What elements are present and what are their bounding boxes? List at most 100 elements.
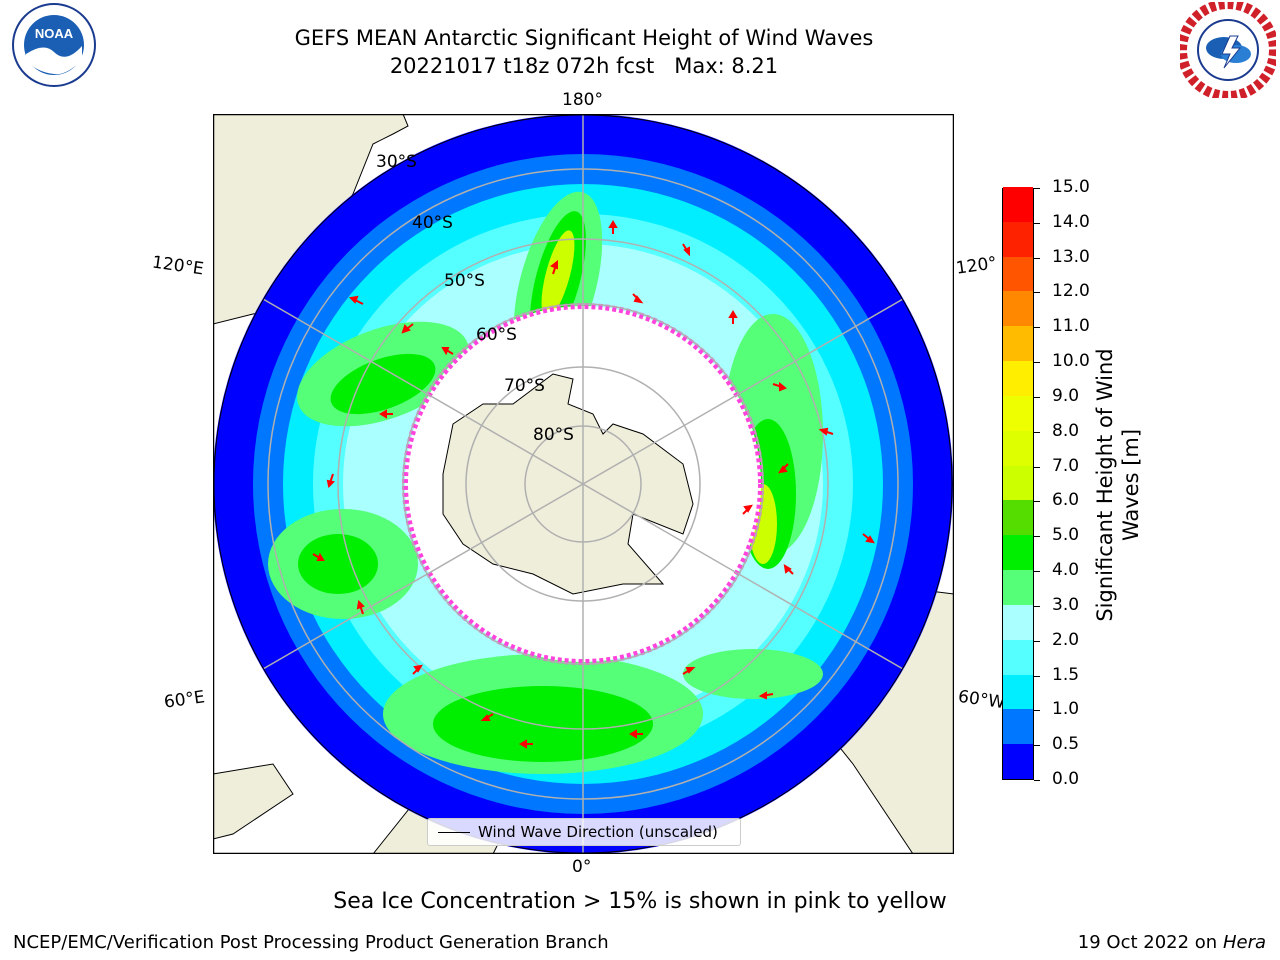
- arrow: [772, 381, 787, 392]
- arrow: [519, 739, 533, 749]
- footer-organization: NCEP/EMC/Verification Post Processing Pr…: [13, 932, 609, 953]
- lat-label-70s: 70°S: [504, 376, 545, 396]
- colorbar-tick: [1034, 431, 1040, 433]
- colorbar-tick: [1034, 327, 1040, 329]
- colorbar-segment: [1003, 186, 1033, 222]
- map-legend: Wind Wave Direction (unscaled): [427, 818, 741, 846]
- colorbar: [1002, 186, 1034, 780]
- lat-label-50s: 50°S: [444, 271, 485, 291]
- colorbar-tick: [1034, 222, 1040, 224]
- colorbar-segment: [1003, 430, 1033, 466]
- arrow: [728, 310, 738, 324]
- colorbar-tick-label: 0.0: [1052, 769, 1080, 789]
- colorbar-segment: [1003, 395, 1033, 431]
- colorbar-segment: [1003, 674, 1033, 710]
- colorbar-tick: [1034, 501, 1040, 503]
- national-weather-service-logo: [1180, 2, 1276, 98]
- lon-label-60w: 60°W: [956, 686, 1007, 714]
- legend-label: Wind Wave Direction (unscaled): [478, 823, 718, 841]
- arrow: [682, 243, 690, 257]
- noaa-logo: NOAA: [12, 3, 96, 87]
- footer-machine: Hera: [1222, 932, 1266, 953]
- colorbar-tick: [1034, 188, 1040, 189]
- arrow: [742, 504, 753, 515]
- colorbar-segment: [1003, 639, 1033, 675]
- colorbar-tick: [1034, 362, 1040, 364]
- colorbar-tick-label: 9.0: [1052, 385, 1080, 406]
- colorbar-tick-label: 2.0: [1052, 629, 1080, 650]
- lon-label-180: 180°: [562, 90, 603, 110]
- colorbar-tick-label: 7.0: [1052, 455, 1080, 476]
- arrow: [312, 552, 325, 561]
- colorbar-label-line2: Waves [m]: [1119, 428, 1143, 542]
- colorbar-tick: [1034, 605, 1040, 607]
- colorbar-segment: [1003, 290, 1033, 327]
- colorbar-tick-label: 15.0: [1052, 177, 1090, 197]
- colorbar-tick: [1034, 292, 1040, 294]
- lon-label-60e: 60°E: [162, 687, 207, 713]
- colorbar-label: Significant Height of Wind Waves [m]: [1092, 348, 1144, 621]
- colorbar-segment: [1003, 499, 1033, 536]
- colorbar-tick: [1034, 536, 1040, 538]
- arrow: [783, 564, 794, 575]
- colorbar-segment: [1003, 465, 1033, 501]
- arrow: [818, 427, 834, 436]
- colorbar-label-line1: Significant Height of Wind: [1093, 348, 1117, 622]
- arrow: [758, 691, 774, 700]
- antarctica-land: [442, 373, 694, 595]
- polar-map: [213, 114, 954, 854]
- wind-wave-arrows: [312, 220, 875, 749]
- colorbar-tick-label: 12.0: [1052, 281, 1090, 302]
- arrow: [629, 729, 643, 739]
- colorbar-tick: [1034, 257, 1040, 259]
- colorbar-tick: [1034, 466, 1040, 468]
- arrow: [682, 667, 696, 675]
- colorbar-segment: [1003, 569, 1033, 605]
- noaa-logo-text: NOAA: [35, 26, 74, 41]
- arrow: [326, 473, 336, 489]
- sea-ice-note: Sea Ice Concentration > 15% is shown in …: [333, 889, 947, 914]
- colorbar-tick: [1034, 710, 1040, 712]
- arrow: [862, 533, 875, 544]
- colorbar-tick-label: 0.5: [1052, 734, 1080, 755]
- colorbar-tick: [1034, 675, 1040, 677]
- colorbar-segment: [1003, 256, 1033, 292]
- colorbar-segment: [1003, 604, 1033, 640]
- chart-subtitle: 20221017 t18z 072h fcst Max: 8.21: [389, 54, 779, 78]
- arrow: [379, 409, 393, 419]
- colorbar-segment: [1003, 221, 1033, 257]
- graticule: [213, 114, 953, 854]
- arrow: [348, 295, 364, 305]
- colorbar-tick: [1034, 780, 1040, 781]
- colorbar-segment: [1003, 743, 1033, 779]
- lon-label-120e: 120°E: [150, 252, 205, 280]
- lon-label-120w: 120°: [954, 253, 999, 279]
- arrow: [401, 323, 414, 334]
- arrow: [480, 713, 494, 721]
- colorbar-tick-label: 14.0: [1052, 211, 1090, 232]
- colorbar-tick: [1034, 396, 1040, 398]
- colorbar-tick-label: 8.0: [1052, 420, 1080, 441]
- legend-line-sample: [438, 832, 470, 833]
- colorbar-tick: [1034, 640, 1040, 642]
- colorbar-tick-label: 6.0: [1052, 490, 1080, 511]
- lat-label-80s: 80°S: [533, 425, 574, 445]
- colorbar-tick-label: 1.0: [1052, 699, 1080, 720]
- colorbar-segment: [1003, 708, 1033, 745]
- colorbar-tick-label: 5.0: [1052, 525, 1080, 546]
- lat-label-60s: 60°S: [476, 325, 517, 345]
- colorbar-tick: [1034, 745, 1040, 747]
- arrow: [550, 259, 558, 275]
- footer-date-text: 19 Oct 2022 on: [1077, 932, 1218, 953]
- colorbar-tick-label: 11.0: [1052, 316, 1090, 337]
- lat-label-30s: 30°S: [376, 152, 417, 172]
- arrow: [412, 664, 423, 675]
- colorbar-segment: [1003, 360, 1033, 396]
- footer-date: 19 Oct 2022 on Hera: [1078, 932, 1266, 953]
- arrow: [356, 599, 365, 615]
- arrow: [632, 293, 644, 304]
- arrow: [608, 220, 618, 234]
- chart-title: GEFS MEAN Antarctic Significant Height o…: [294, 26, 874, 50]
- sea-ice-edge: [402, 303, 764, 665]
- colorbar-tick-label: 10.0: [1052, 351, 1090, 372]
